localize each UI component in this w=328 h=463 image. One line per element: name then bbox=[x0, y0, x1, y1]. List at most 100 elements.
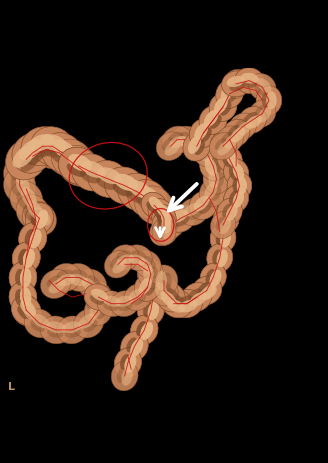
Ellipse shape bbox=[233, 79, 244, 93]
Ellipse shape bbox=[224, 159, 249, 186]
Ellipse shape bbox=[31, 209, 41, 225]
Ellipse shape bbox=[227, 76, 244, 87]
Ellipse shape bbox=[212, 250, 221, 264]
Ellipse shape bbox=[203, 165, 230, 194]
Ellipse shape bbox=[178, 300, 197, 313]
Ellipse shape bbox=[150, 265, 178, 296]
Ellipse shape bbox=[70, 152, 92, 174]
Ellipse shape bbox=[128, 180, 151, 198]
Ellipse shape bbox=[47, 275, 61, 287]
Ellipse shape bbox=[147, 282, 155, 299]
Ellipse shape bbox=[200, 151, 227, 181]
Ellipse shape bbox=[120, 354, 130, 369]
Ellipse shape bbox=[216, 230, 224, 245]
Ellipse shape bbox=[126, 338, 137, 352]
Ellipse shape bbox=[146, 201, 158, 213]
Ellipse shape bbox=[121, 332, 148, 361]
Ellipse shape bbox=[41, 149, 63, 163]
Ellipse shape bbox=[134, 273, 161, 301]
Ellipse shape bbox=[115, 296, 133, 307]
Ellipse shape bbox=[96, 303, 107, 319]
Ellipse shape bbox=[156, 211, 185, 239]
Ellipse shape bbox=[210, 184, 236, 213]
Ellipse shape bbox=[216, 79, 243, 108]
Ellipse shape bbox=[214, 97, 228, 114]
Ellipse shape bbox=[21, 127, 64, 166]
Ellipse shape bbox=[47, 321, 66, 333]
Ellipse shape bbox=[137, 259, 164, 289]
Ellipse shape bbox=[192, 276, 222, 305]
Ellipse shape bbox=[220, 101, 231, 116]
Ellipse shape bbox=[184, 203, 201, 216]
Ellipse shape bbox=[25, 229, 35, 245]
Ellipse shape bbox=[189, 191, 218, 219]
Ellipse shape bbox=[219, 218, 231, 234]
Ellipse shape bbox=[40, 144, 62, 157]
Ellipse shape bbox=[194, 196, 209, 211]
Ellipse shape bbox=[72, 156, 89, 169]
Ellipse shape bbox=[188, 209, 202, 220]
Ellipse shape bbox=[29, 134, 54, 151]
Ellipse shape bbox=[56, 316, 88, 344]
Ellipse shape bbox=[230, 82, 244, 91]
Ellipse shape bbox=[116, 250, 131, 259]
Ellipse shape bbox=[136, 194, 154, 210]
Ellipse shape bbox=[57, 274, 76, 286]
Ellipse shape bbox=[23, 249, 35, 268]
Ellipse shape bbox=[238, 106, 267, 133]
Ellipse shape bbox=[52, 140, 76, 160]
Ellipse shape bbox=[103, 296, 121, 307]
Ellipse shape bbox=[152, 205, 176, 232]
Ellipse shape bbox=[190, 292, 207, 307]
Ellipse shape bbox=[215, 141, 225, 154]
Ellipse shape bbox=[31, 209, 41, 225]
Ellipse shape bbox=[175, 216, 189, 226]
Ellipse shape bbox=[80, 169, 100, 183]
Ellipse shape bbox=[235, 68, 264, 94]
Ellipse shape bbox=[217, 198, 242, 225]
Ellipse shape bbox=[31, 209, 41, 225]
Ellipse shape bbox=[209, 92, 237, 121]
Ellipse shape bbox=[188, 288, 202, 300]
Ellipse shape bbox=[241, 73, 258, 83]
Ellipse shape bbox=[84, 284, 113, 310]
Ellipse shape bbox=[59, 147, 99, 185]
Ellipse shape bbox=[19, 223, 47, 254]
Ellipse shape bbox=[152, 211, 176, 238]
Ellipse shape bbox=[215, 141, 225, 154]
Ellipse shape bbox=[9, 282, 37, 313]
Ellipse shape bbox=[84, 282, 113, 313]
Ellipse shape bbox=[110, 256, 122, 268]
Ellipse shape bbox=[217, 198, 242, 225]
Ellipse shape bbox=[15, 269, 24, 285]
Ellipse shape bbox=[224, 185, 249, 213]
Ellipse shape bbox=[209, 169, 219, 188]
Ellipse shape bbox=[152, 218, 176, 245]
Ellipse shape bbox=[58, 150, 76, 162]
Ellipse shape bbox=[18, 249, 28, 265]
Ellipse shape bbox=[121, 332, 148, 361]
Ellipse shape bbox=[34, 137, 71, 169]
Ellipse shape bbox=[78, 314, 95, 329]
Ellipse shape bbox=[199, 286, 217, 300]
Ellipse shape bbox=[96, 176, 117, 190]
Ellipse shape bbox=[241, 73, 258, 83]
Ellipse shape bbox=[157, 212, 165, 226]
Ellipse shape bbox=[83, 320, 98, 332]
Ellipse shape bbox=[141, 275, 168, 306]
Ellipse shape bbox=[219, 137, 231, 153]
Ellipse shape bbox=[177, 136, 195, 148]
Ellipse shape bbox=[213, 169, 225, 187]
Ellipse shape bbox=[206, 269, 215, 283]
Ellipse shape bbox=[161, 210, 172, 226]
Ellipse shape bbox=[210, 270, 221, 287]
Ellipse shape bbox=[156, 203, 169, 218]
Ellipse shape bbox=[217, 250, 228, 267]
Ellipse shape bbox=[161, 216, 177, 230]
Ellipse shape bbox=[224, 209, 234, 227]
Ellipse shape bbox=[51, 139, 93, 180]
Ellipse shape bbox=[57, 269, 73, 279]
Ellipse shape bbox=[91, 289, 108, 301]
Ellipse shape bbox=[16, 192, 29, 209]
Ellipse shape bbox=[207, 243, 233, 272]
